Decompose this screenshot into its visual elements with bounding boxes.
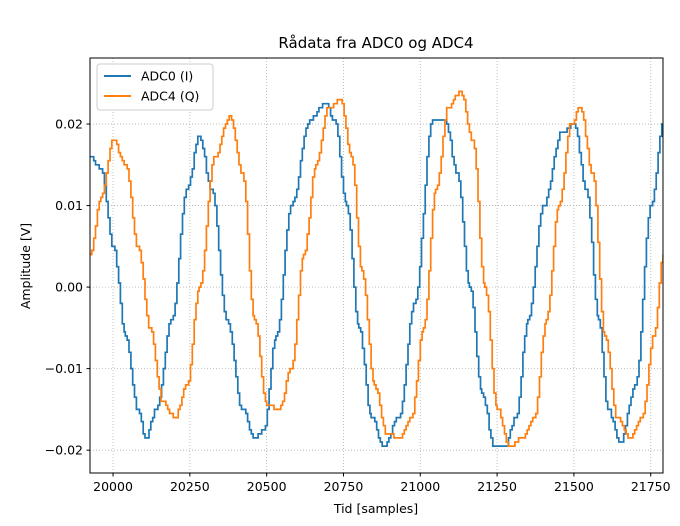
series-line-adc4 — [90, 90, 663, 447]
y-tick-label: −0.01 — [45, 361, 83, 376]
x-tick-label: 21000 — [400, 479, 440, 494]
y-axis-label: Amplitude [V] — [18, 223, 33, 309]
y-tick-label: −0.02 — [45, 443, 83, 458]
x-axis-label: Tid [samples] — [333, 501, 418, 516]
x-tick-label: 21750 — [631, 479, 671, 494]
grid — [90, 58, 663, 473]
y-tick-label: 0.02 — [55, 117, 83, 132]
series-line-adc0 — [90, 102, 663, 447]
x-tick-label: 20000 — [93, 479, 133, 494]
chart-title: Rådata fra ADC0 og ADC4 — [278, 34, 473, 52]
x-tick-label: 21500 — [554, 479, 594, 494]
x-tick-label: 20500 — [247, 479, 287, 494]
x-tick-label: 21250 — [477, 479, 517, 494]
y-tick-label: 0.00 — [55, 280, 83, 295]
x-tick-label: 20750 — [324, 479, 364, 494]
legend-label-adc0: ADC0 (I) — [141, 69, 193, 84]
plot-frame — [89, 57, 664, 474]
x-tick-label: 20250 — [170, 479, 210, 494]
y-tick-label: 0.01 — [55, 198, 83, 213]
legend-label-adc4: ADC4 (Q) — [141, 89, 199, 104]
series-lines — [90, 90, 663, 447]
axis-ticks: 20000 20250 20500 20750 21000 21250 21500 21750… — [45, 117, 671, 494]
legend: ADC0 (I) ADC4 (Q) — [96, 63, 214, 111]
